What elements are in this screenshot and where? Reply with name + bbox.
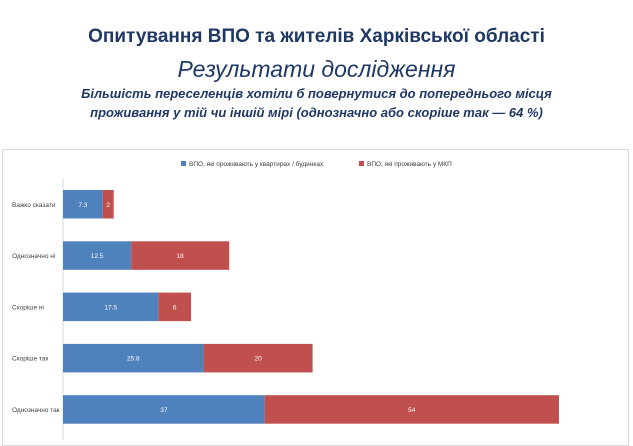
bar-2 [158, 292, 192, 322]
data-label: 17.5 [104, 304, 117, 311]
category-label: Важко сказати [12, 202, 56, 209]
legend-label-2: ВПО, які проживають у МКП [367, 160, 452, 168]
bar-2 [203, 343, 313, 373]
legend-swatch-1 [181, 161, 186, 166]
category-label: Однозначно так [12, 407, 60, 414]
data-label: 7.3 [78, 202, 87, 209]
chart-container: ВПО, які проживають у квартирах / будинк… [2, 149, 629, 446]
category-label: Скоріше ні [12, 303, 44, 311]
legend-swatch-2 [359, 161, 364, 166]
stacked-bar-chart: ВПО, які проживають у квартирах / будинк… [12, 160, 559, 440]
data-label: 6 [173, 304, 177, 311]
data-label: 12.5 [91, 253, 104, 260]
data-label: 37 [160, 407, 168, 414]
bar-1 [63, 343, 204, 373]
page-title: Опитування ВПО та жителів Харківської об… [88, 26, 545, 47]
data-label: 25.8 [127, 356, 140, 363]
data-label: 54 [408, 407, 416, 414]
bar-1 [63, 241, 132, 270]
bar-1 [63, 190, 103, 219]
legend-label-1: ВПО, які проживають у квартирах / будинк… [189, 160, 324, 168]
data-label: 18 [177, 253, 185, 260]
page-subtitle: Результати дослідження [177, 56, 456, 82]
bar-2 [102, 190, 114, 219]
data-label: 2 [106, 202, 110, 209]
bar-2 [131, 241, 230, 270]
data-label: 20 [254, 356, 262, 363]
category-label: Скоріше так [12, 355, 48, 363]
key-finding: Більшість переселенців хотіли б повернут… [81, 86, 552, 120]
bar-1 [63, 292, 159, 322]
bar-2 [264, 395, 559, 424]
bar-1 [63, 395, 265, 424]
category-label: Однозначно ні [12, 252, 55, 260]
